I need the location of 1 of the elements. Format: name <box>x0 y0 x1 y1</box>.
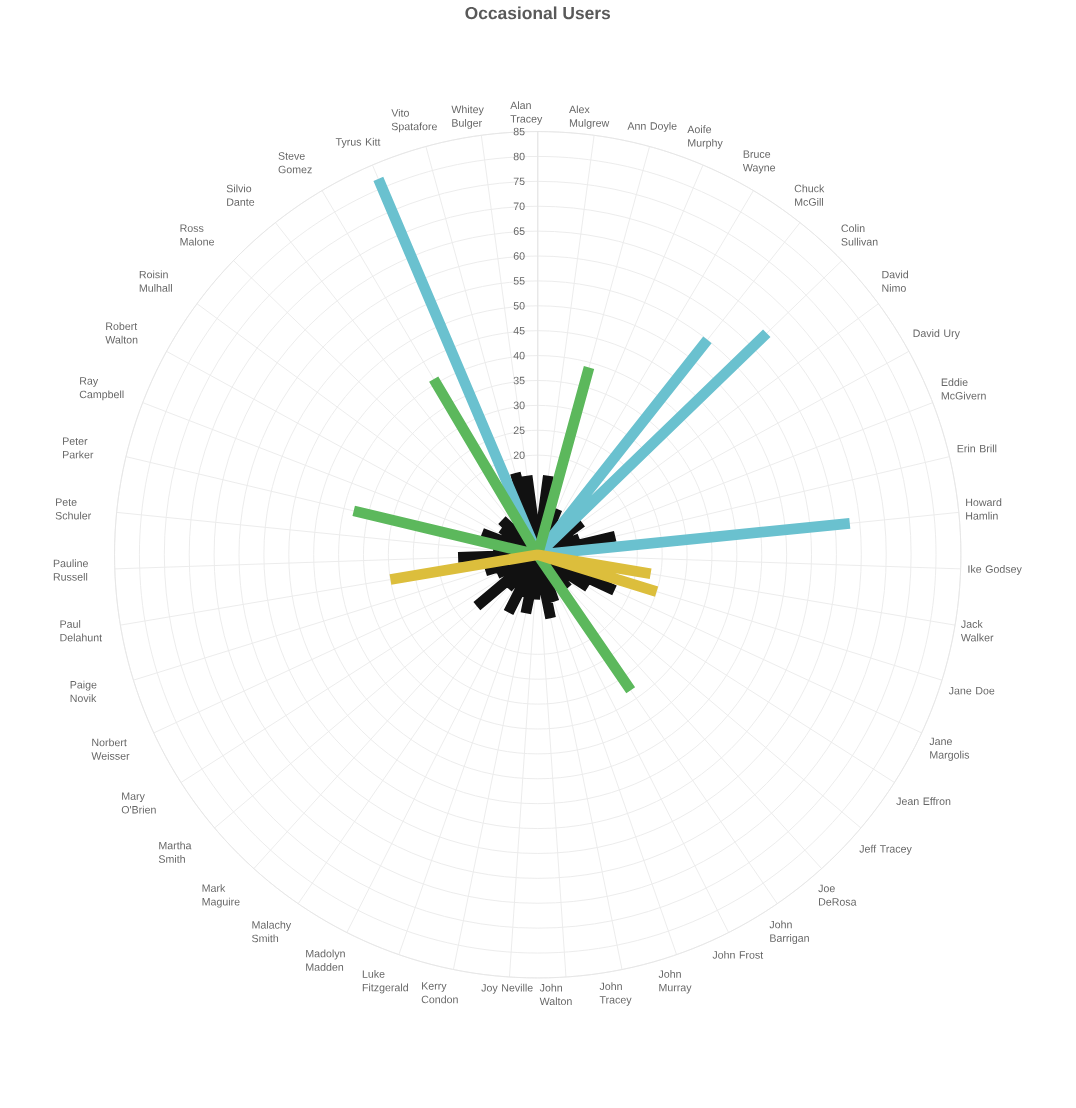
chart-title: Occasional Users <box>465 6 611 20</box>
